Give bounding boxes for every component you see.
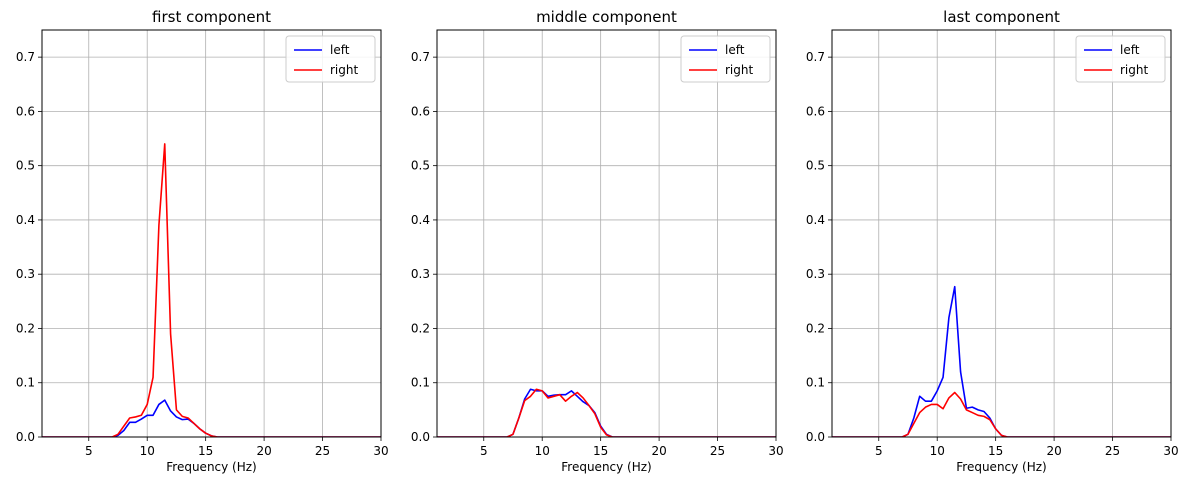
y-tick-label: 0.0 [411, 430, 430, 444]
chart-panel-3: 5 10 15 20 25 30 0.0 0.1 0.2 0.3 0.4 0.5 0.6 0.7 last … [806, 8, 1179, 474]
x-tick-label: 20 [1046, 444, 1061, 458]
x-axis-label: Frequency (Hz) [956, 460, 1047, 474]
x-tick-label: 30 [768, 444, 783, 458]
y-tick-label: 0.5 [806, 159, 825, 173]
x-tick-label: 30 [1163, 444, 1178, 458]
legend-label-right: right [330, 63, 358, 77]
chart-title: first component [152, 8, 271, 26]
y-tick-label: 0.4 [806, 213, 825, 227]
y-tick-label: 0.3 [806, 267, 825, 281]
legend-label-left: left [1120, 43, 1140, 57]
x-tick-label: 25 [710, 444, 725, 458]
series-line-left [42, 399, 381, 437]
y-tick-label: 0.5 [411, 159, 430, 173]
chart-title: last component [943, 8, 1060, 26]
legend: left right [680, 35, 771, 83]
legend-label-right: right [725, 63, 753, 77]
y-tick-label: 0.5 [16, 159, 35, 173]
y-tick-label: 0.6 [16, 104, 35, 118]
axes-frame [436, 29, 777, 438]
x-tick-label: 15 [988, 444, 1003, 458]
x-tick-label: 15 [593, 444, 608, 458]
y-tick-label: 0.4 [411, 213, 430, 227]
x-axis-label: Frequency (Hz) [166, 460, 257, 474]
y-tick-label: 0.4 [16, 213, 35, 227]
x-tick-label: 25 [1105, 444, 1120, 458]
chart-title: middle component [536, 8, 677, 26]
chart-panel-2: 5 10 15 20 25 30 0.0 0.1 0.2 0.3 0.4 0.5 0.6 0.7 middl… [411, 8, 784, 474]
y-tick-label: 0.2 [411, 321, 430, 335]
y-tick-label: 0.1 [411, 376, 430, 390]
y-tick-label: 0.0 [806, 430, 825, 444]
y-tick-label: 0.3 [411, 267, 430, 281]
series-line-right [437, 388, 776, 437]
y-tick-label: 0.1 [16, 376, 35, 390]
y-tick-label: 0.3 [16, 267, 35, 281]
series-line-left [832, 285, 1171, 437]
legend-label-left: left [330, 43, 350, 57]
x-tick-label: 10 [535, 444, 550, 458]
legend: left right [1075, 35, 1166, 83]
chart-panel-1: 5 10 15 20 25 30 0.0 0.1 0.2 0.3 0.4 0.5 0.6 0.7 first… [16, 8, 389, 474]
axes-frame [41, 29, 382, 438]
x-tick-label: 5 [85, 444, 93, 458]
y-tick-label: 0.7 [411, 50, 430, 64]
y-tick-label: 0.7 [806, 50, 825, 64]
x-tick-label: 10 [930, 444, 945, 458]
x-tick-label: 25 [315, 444, 330, 458]
x-tick-label: 10 [140, 444, 155, 458]
axes-frame [831, 29, 1172, 438]
y-tick-label: 0.0 [16, 430, 35, 444]
y-tick-label: 0.7 [16, 50, 35, 64]
legend-label-right: right [1120, 63, 1148, 77]
x-tick-label: 15 [198, 444, 213, 458]
x-tick-label: 20 [651, 444, 666, 458]
series-line-right [832, 391, 1171, 437]
x-tick-label: 5 [875, 444, 883, 458]
series-line-left [437, 388, 776, 437]
legend: left right [285, 35, 376, 83]
y-tick-label: 0.6 [411, 104, 430, 118]
legend-label-left: left [725, 43, 745, 57]
y-tick-label: 0.6 [806, 104, 825, 118]
y-tick-label: 0.1 [806, 376, 825, 390]
y-tick-label: 0.2 [806, 321, 825, 335]
y-tick-label: 0.2 [16, 321, 35, 335]
series-line-right [42, 143, 381, 437]
x-axis-label: Frequency (Hz) [561, 460, 652, 474]
x-tick-label: 30 [373, 444, 388, 458]
x-tick-label: 5 [480, 444, 488, 458]
x-tick-label: 20 [256, 444, 271, 458]
